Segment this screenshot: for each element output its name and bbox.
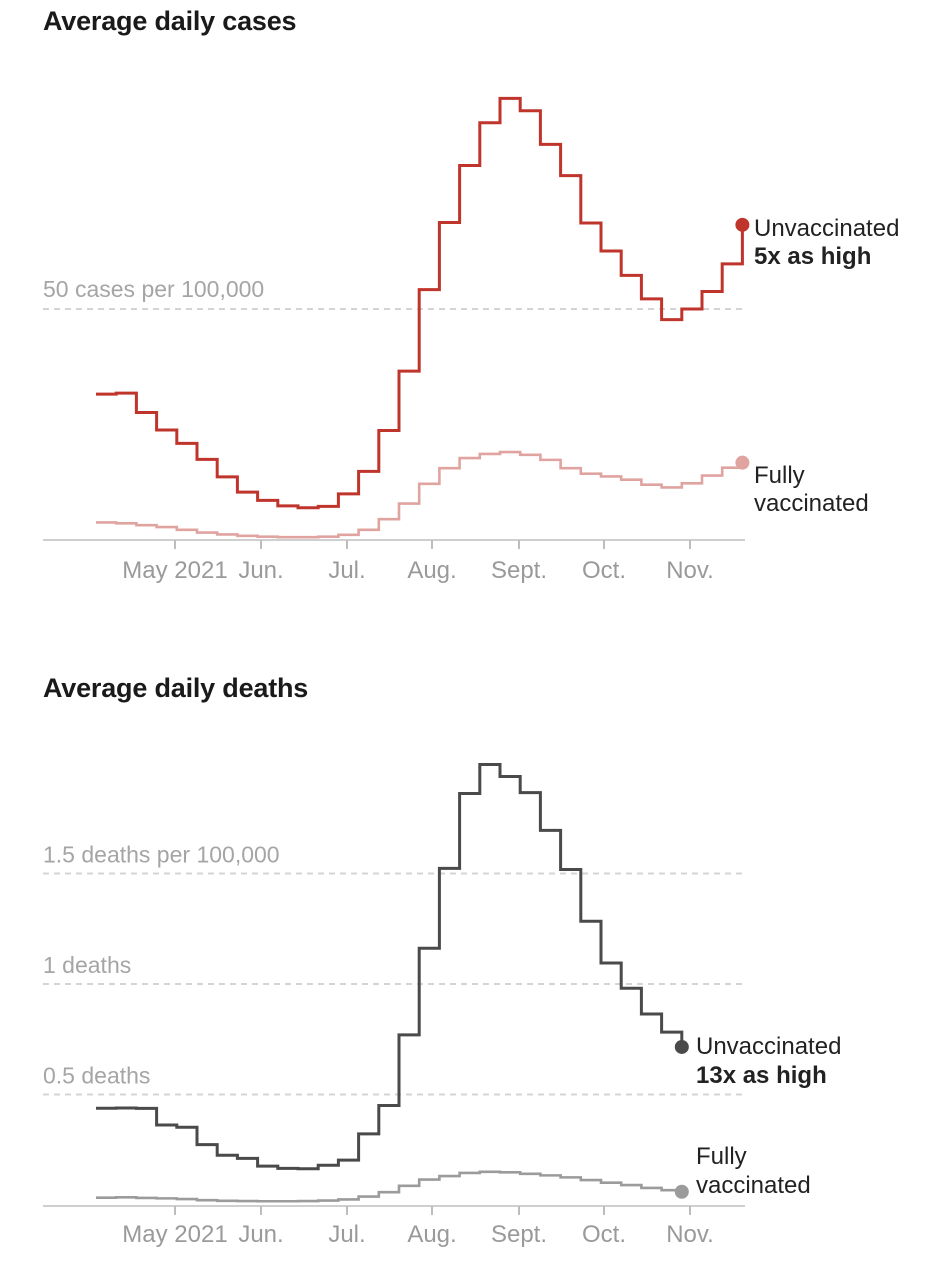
cases-fully-vaccinated-label: Fully bbox=[754, 462, 805, 489]
deaths-x-tick-label-jul: Jul. bbox=[328, 1221, 365, 1248]
deaths-fully-vaccinated-label: Fully bbox=[696, 1143, 747, 1170]
deaths-unvaccinated-endpoint bbox=[674, 1039, 689, 1054]
deaths-chart: 1.5 deaths per 100,000 1 deaths 0.5 deaths… bbox=[43, 763, 841, 1248]
cases-fully-vaccinated-line bbox=[96, 450, 744, 539]
cases-chart-title: Average daily cases bbox=[43, 6, 297, 36]
deaths-unvaccinated-line bbox=[96, 763, 684, 1171]
cases-x-tick-label-jul: Jul. bbox=[328, 557, 365, 584]
cases-unvaccinated-endpoint bbox=[735, 217, 750, 232]
deaths-fully-vaccinated-endpoint bbox=[674, 1184, 689, 1199]
deaths-x-tick-label-nov: Nov. bbox=[666, 1221, 714, 1248]
cases-gridline-label: 50 cases per 100,000 bbox=[43, 276, 264, 302]
cases-x-tick-label-jun: Jun. bbox=[238, 557, 283, 584]
cases-fully-vaccinated-endpoint bbox=[735, 455, 750, 470]
deaths-x-tick-label-sept: Sept. bbox=[491, 1221, 547, 1248]
deaths-gridline-label: 1.5 deaths per 100,000 bbox=[43, 842, 280, 868]
deaths-unvaccinated-label: Unvaccinated bbox=[696, 1033, 841, 1060]
cases-x-tick-label-nov: Nov. bbox=[666, 557, 714, 584]
deaths-gridline-label: 0.5 deaths bbox=[43, 1063, 150, 1089]
cases-unvaccinated-annotation: 5x as high bbox=[754, 243, 871, 270]
deaths-x-tick-label-aug: Aug. bbox=[407, 1221, 456, 1248]
cases-unvaccinated-line bbox=[96, 96, 744, 510]
deaths-fully-vaccinated-line bbox=[96, 1170, 684, 1203]
deaths-x-tick-label-jun: Jun. bbox=[238, 1221, 283, 1248]
deaths-gridline-label: 1 deaths bbox=[43, 952, 131, 978]
cases-chart: 50 cases per 100,000 May 2021 Jun. Jul. Aug.… bbox=[43, 96, 899, 584]
cases-x-tick-label-may: May 2021 bbox=[122, 557, 227, 584]
deaths-fully-vaccinated-label-line2: vaccinated bbox=[696, 1172, 811, 1199]
deaths-x-tick-label-may: May 2021 bbox=[122, 1221, 227, 1248]
cases-x-tick-label-aug: Aug. bbox=[407, 557, 456, 584]
deaths-chart-title: Average daily deaths bbox=[43, 673, 309, 703]
cases-x-tick-label-sept: Sept. bbox=[491, 557, 547, 584]
cases-unvaccinated-label: Unvaccinated bbox=[754, 215, 899, 242]
cases-fully-vaccinated-label-line2: vaccinated bbox=[754, 490, 869, 517]
cases-x-tick-label-oct: Oct. bbox=[582, 557, 626, 584]
deaths-unvaccinated-annotation: 13x as high bbox=[696, 1062, 827, 1089]
deaths-x-tick-label-oct: Oct. bbox=[582, 1221, 626, 1248]
